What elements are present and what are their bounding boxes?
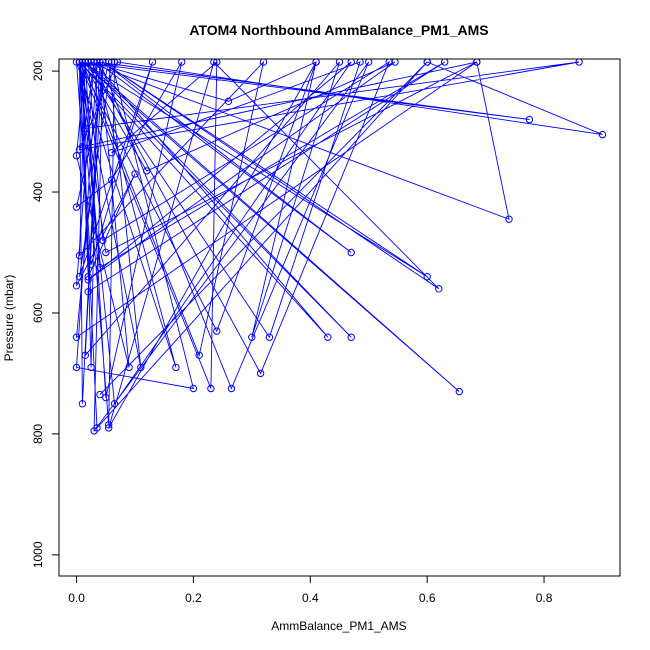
y-tick-label: 200 — [31, 61, 45, 81]
data-point — [75, 59, 84, 66]
data-point — [87, 59, 95, 66]
data-point — [143, 167, 151, 175]
data-point — [105, 421, 113, 429]
data-point — [423, 273, 431, 281]
data-point — [75, 251, 84, 260]
data-point — [455, 387, 463, 396]
data-point — [525, 115, 534, 124]
data-point — [256, 369, 265, 378]
data-point — [335, 59, 344, 66]
data-point — [84, 59, 92, 66]
x-axis-label: AmmBalance_PM1_AMS — [271, 619, 406, 633]
data-point — [102, 248, 110, 257]
data-point — [72, 363, 81, 372]
data-point — [96, 263, 104, 272]
x-tick-label: 0.2 — [185, 591, 202, 605]
data-point — [99, 236, 107, 245]
data-point — [102, 393, 110, 402]
data-point — [227, 384, 236, 393]
y-tick-label: 400 — [31, 182, 45, 202]
data-point — [93, 424, 101, 432]
y-tick-label: 800 — [31, 424, 45, 444]
data-point — [265, 333, 274, 341]
y-axis-label: Pressure (mbar) — [2, 275, 16, 362]
data-point — [391, 59, 399, 66]
y-tick-label: 600 — [31, 303, 45, 323]
data-point — [75, 273, 84, 281]
data-point — [435, 285, 443, 293]
data-point — [347, 333, 355, 341]
data-point — [224, 97, 233, 106]
x-axis: 0.0 0.2 0.4 0.6 0.8 — [68, 575, 553, 605]
plot-area — [72, 59, 607, 435]
data-point — [105, 424, 113, 432]
data-point — [93, 59, 101, 66]
data-point — [96, 59, 104, 66]
data-point — [210, 59, 218, 66]
data-point — [172, 363, 180, 372]
data-point — [213, 327, 221, 335]
data-point — [84, 273, 92, 281]
data-point — [148, 59, 157, 66]
data-point — [356, 59, 364, 66]
data-point — [189, 384, 198, 393]
data-point — [473, 59, 481, 66]
data-point — [347, 248, 355, 257]
data-point — [441, 59, 449, 66]
data-point — [178, 59, 186, 66]
x-tick-label: 0.4 — [302, 591, 319, 605]
data-point — [99, 59, 107, 66]
chart-title: ATOM4 Northbound AmmBalance_PM1_AMS — [189, 22, 488, 38]
series-line — [75, 60, 603, 433]
data-point — [84, 276, 92, 284]
data-point — [72, 152, 81, 160]
data-point — [72, 333, 81, 341]
data-point — [107, 149, 116, 157]
data-point — [110, 59, 119, 66]
data-point — [324, 333, 332, 341]
data-point — [75, 146, 84, 154]
data-point — [87, 260, 95, 269]
data-point — [110, 400, 119, 408]
data-point — [207, 384, 215, 393]
y-tick-label: 1000 — [31, 541, 45, 568]
data-point — [84, 288, 92, 296]
data-point — [213, 59, 221, 66]
data-point — [96, 390, 104, 399]
data-point — [385, 59, 393, 66]
data-point — [365, 59, 373, 66]
data-point — [81, 351, 90, 359]
data-point — [87, 363, 95, 372]
data-point — [125, 363, 133, 372]
data-point — [81, 59, 89, 66]
data-point — [81, 124, 90, 133]
data-point — [575, 59, 583, 66]
x-tick-label: 0.6 — [419, 591, 436, 605]
data-point — [105, 59, 113, 66]
data-point — [259, 59, 268, 66]
data-point — [72, 282, 81, 290]
data-point — [248, 333, 256, 341]
data-point — [131, 170, 139, 178]
data-point — [137, 363, 145, 372]
data-point — [505, 215, 513, 223]
data-point — [107, 176, 116, 184]
data-point — [347, 59, 355, 66]
data-point — [78, 59, 87, 66]
y-axis: 200 400 600 800 1000 — [31, 61, 60, 568]
data-point — [423, 59, 431, 66]
data-point — [312, 59, 320, 66]
data-point — [72, 59, 81, 66]
x-tick-label: 0.8 — [536, 591, 553, 605]
data-point — [107, 59, 116, 66]
data-point — [78, 400, 87, 408]
data-point — [72, 203, 81, 211]
data-point — [195, 351, 203, 359]
x-tick-label: 0.0 — [68, 591, 85, 605]
data-point — [113, 59, 122, 66]
data-point — [598, 130, 607, 139]
